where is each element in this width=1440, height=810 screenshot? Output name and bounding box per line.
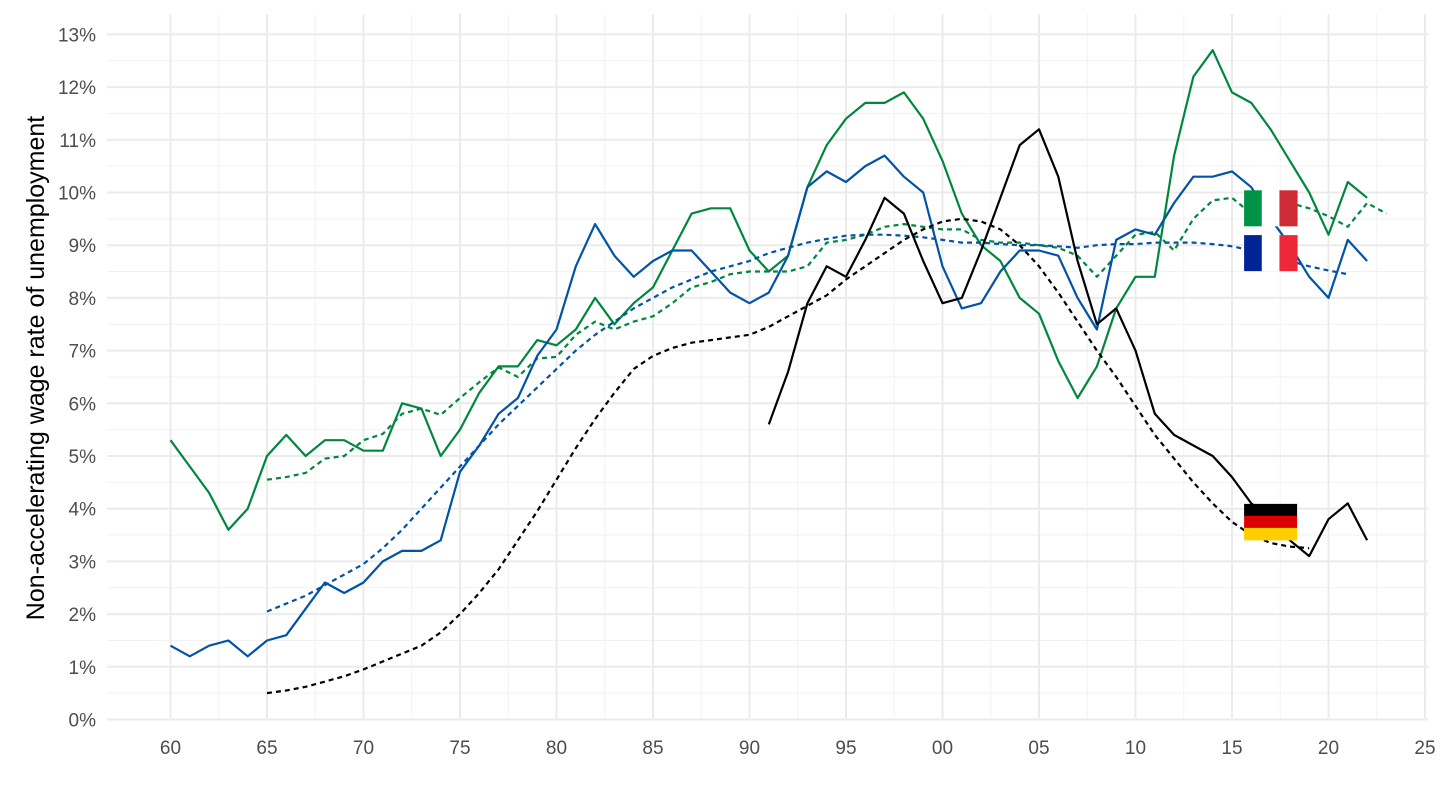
y-tick-label: 5% (69, 447, 97, 468)
flag-stripe (1261, 235, 1280, 272)
flag-stripe (1279, 190, 1298, 227)
y-tick-label: 9% (69, 236, 97, 257)
series-line-france-solid (169, 154, 1368, 658)
grid-major (107, 14, 1428, 721)
y-tick-label: 12% (58, 78, 96, 99)
x-tick-label: 95 (835, 738, 856, 759)
x-tick-label: 10 (1125, 738, 1146, 759)
flag-stripe (1261, 190, 1280, 227)
x-tick-label: 80 (546, 738, 567, 759)
x-tick-label: 60 (160, 738, 181, 759)
x-tick-label: 05 (1028, 738, 1049, 759)
y-axis-title: Non-accelerating wage rate of unemployme… (22, 116, 50, 620)
y-tick-label: 10% (58, 184, 96, 205)
x-tick-label: 00 (932, 738, 953, 759)
country-flags (1244, 190, 1298, 541)
y-tick-label: 11% (59, 131, 96, 152)
flag-italy-icon (1244, 190, 1298, 227)
x-tick-label: 70 (353, 738, 374, 759)
series-line-italy-dotted (266, 196, 1387, 481)
flag-france-icon (1244, 235, 1298, 272)
y-tick-label: 2% (69, 605, 97, 626)
series-line-italy-solid (169, 49, 1368, 531)
x-axis-tick-labels: 60 65 70 75 80 85 90 95 00 05 10 15 20 25 (160, 738, 1436, 759)
series-line-germany-dotted (266, 217, 1310, 695)
flag-germany-icon (1244, 503, 1298, 541)
y-tick-label: 0% (69, 711, 97, 732)
grid-minor (107, 14, 1428, 718)
x-tick-label: 65 (256, 738, 277, 759)
flag-stripe (1244, 235, 1263, 272)
flag-stripe (1244, 515, 1298, 529)
x-tick-label: 90 (739, 738, 760, 759)
x-tick-label: 85 (642, 738, 663, 759)
y-tick-label: 3% (69, 552, 97, 573)
series-line-france-dotted (266, 233, 1349, 613)
y-tick-label: 4% (69, 500, 97, 521)
y-tick-label: 7% (69, 342, 97, 363)
y-tick-label: 6% (69, 394, 97, 415)
series-lines (169, 49, 1387, 695)
y-tick-label: 1% (69, 658, 97, 679)
x-tick-label: 20 (1318, 738, 1339, 759)
x-tick-label: 25 (1414, 738, 1435, 759)
flag-stripe (1244, 503, 1298, 517)
y-tick-label: 8% (69, 289, 97, 310)
flag-stripe (1279, 235, 1298, 272)
x-tick-label: 75 (449, 738, 470, 759)
y-axis-tick-labels: 0% 1% 2% 3% 4% 5% 6% 7% 8% 9% 10% 11% 12% 13% (58, 25, 96, 731)
x-tick-label: 15 (1221, 738, 1242, 759)
flag-stripe (1244, 190, 1263, 227)
flag-stripe (1244, 527, 1298, 541)
y-tick-label: 13% (58, 25, 96, 46)
